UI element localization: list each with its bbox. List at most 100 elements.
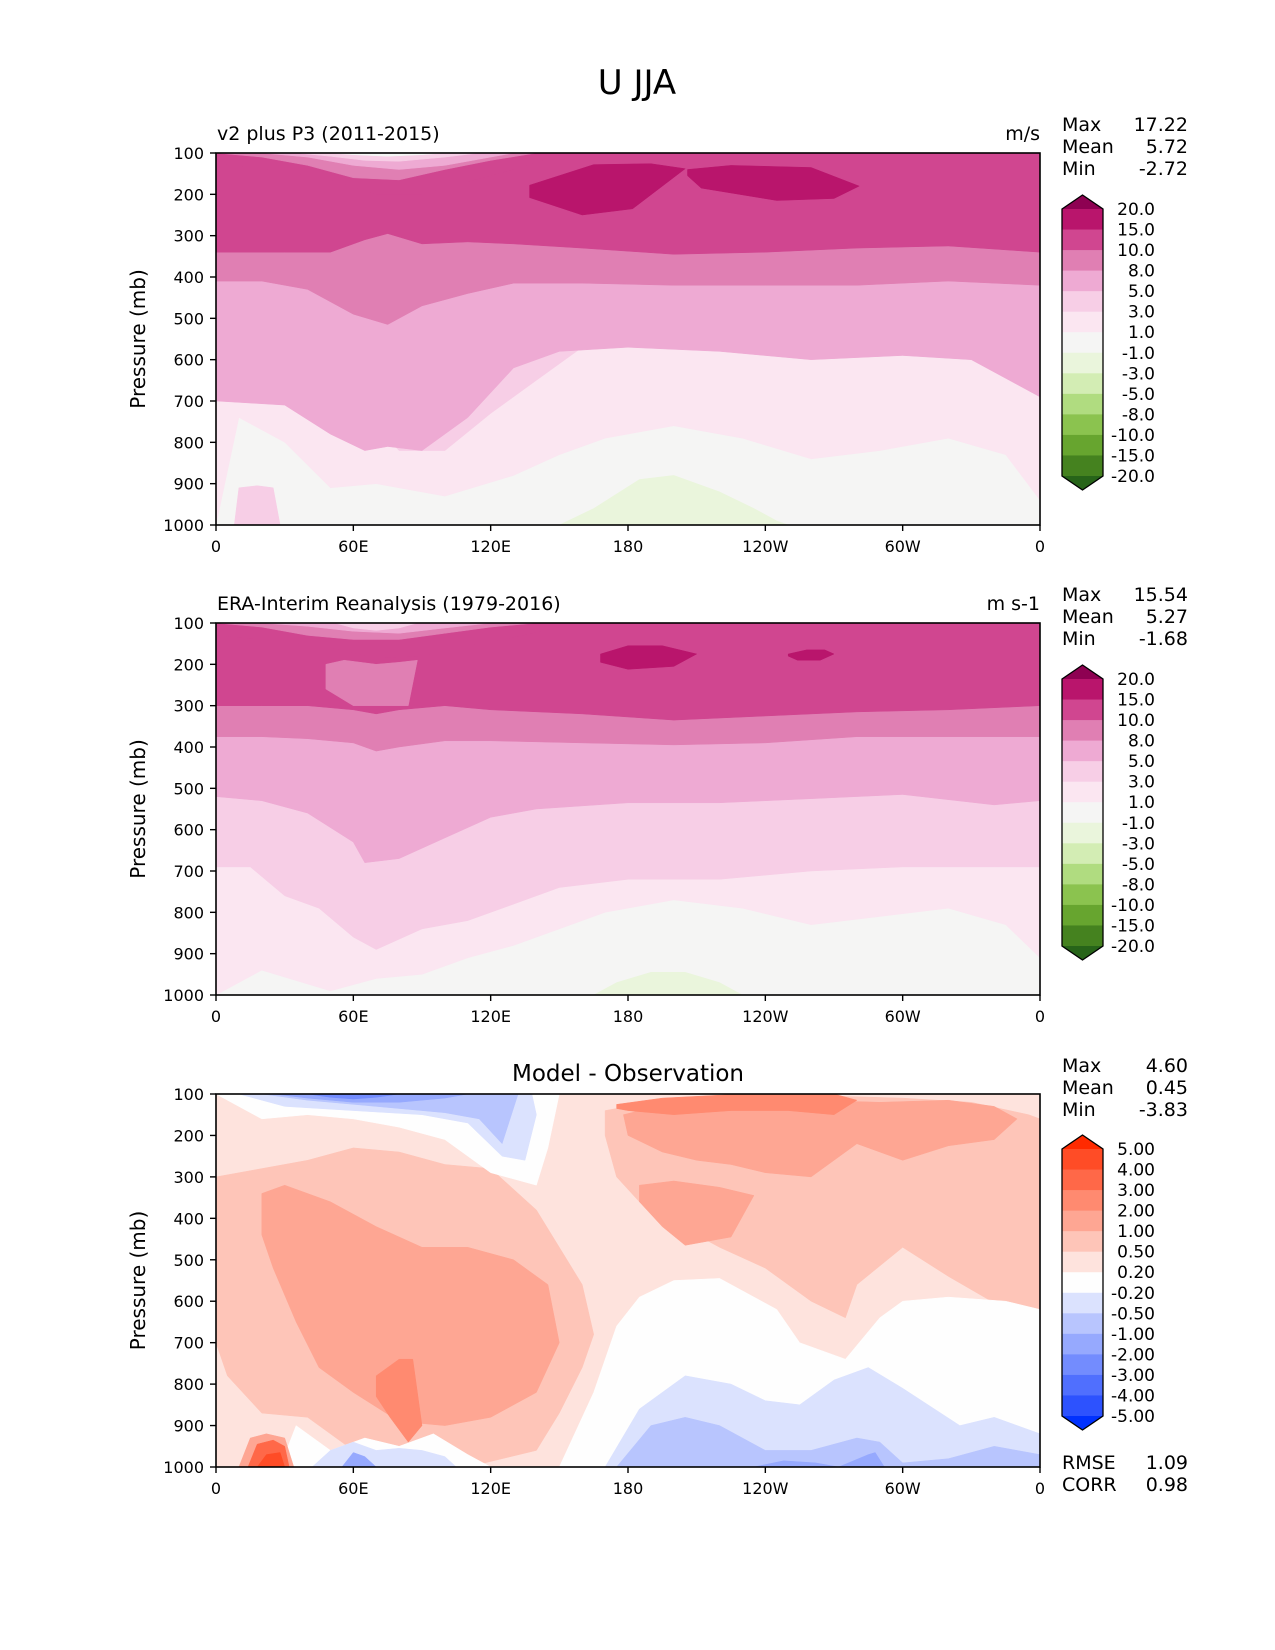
- colorbar-segment: [1062, 250, 1103, 272]
- x-tick-label: 120E: [470, 1479, 511, 1498]
- colorbar-tick-label: -8.0: [1122, 875, 1155, 895]
- y-tick-label: 400: [173, 268, 204, 287]
- stat-label-rmse: RMSE: [1062, 1452, 1116, 1474]
- stat-label-mean: Mean: [1062, 136, 1114, 158]
- colorbar-tick-label: -5.0: [1122, 855, 1155, 875]
- colorbar-segment: [1062, 1190, 1103, 1212]
- y-tick-label: 800: [173, 433, 204, 452]
- colorbar-segment: [1062, 720, 1103, 742]
- y-tick-label: 1000: [163, 1458, 204, 1477]
- colorbar-segment: [1062, 740, 1103, 762]
- contour-plot: [216, 153, 1040, 525]
- panel-1: 100 200 300 400 500 600 700 800 900 1000 0 60E 120E 1…: [126, 114, 1188, 556]
- x-tick-label: 60W: [885, 537, 921, 556]
- x-tick-label: 180: [613, 537, 644, 556]
- colorbar-segment: [1062, 1210, 1103, 1232]
- stat-label-max: Max: [1062, 584, 1101, 606]
- colorbar-tick-label: 10.0: [1117, 711, 1155, 731]
- colorbar-segment: [1062, 455, 1103, 477]
- colorbar-tick-label: -20.0: [1111, 467, 1155, 487]
- x-tick-label: 120W: [742, 537, 789, 556]
- y-tick-label: 700: [173, 392, 204, 411]
- colorbar-segment: [1062, 1149, 1103, 1171]
- y-tick-label: 700: [173, 862, 204, 881]
- contour-band: [600, 645, 835, 670]
- contour-band: [261, 1094, 519, 1145]
- y-axis-label: Pressure (mb): [126, 1211, 150, 1351]
- colorbar-segment: [1062, 699, 1103, 721]
- stat-value-rmse: 1.09: [1146, 1452, 1188, 1474]
- colorbar-tick-label: -1.0: [1122, 344, 1155, 364]
- y-axis-label: Pressure (mb): [126, 269, 150, 409]
- colorbar-segment: [1062, 1395, 1103, 1417]
- y-tick-label: 900: [173, 475, 204, 494]
- y-tick-label: 800: [173, 1375, 204, 1394]
- colorbar-tick-label: -1.00: [1111, 1325, 1155, 1345]
- y-tick-label: 900: [173, 1417, 204, 1436]
- colorbar-segment: [1062, 1251, 1103, 1273]
- y-tick-label: 200: [173, 655, 204, 674]
- colorbar-extend-top-fill: [1062, 1135, 1103, 1149]
- colorbar-tick-label: -15.0: [1111, 916, 1155, 936]
- x-tick-label: 0: [1035, 537, 1045, 556]
- colorbar-segment: [1062, 761, 1103, 783]
- colorbar-tick-label: 3.00: [1117, 1181, 1155, 1201]
- contour-band: [639, 1180, 755, 1246]
- colorbar-segment: [1062, 1313, 1103, 1335]
- figure-title: U JJA: [598, 63, 676, 103]
- colorbar-tick-label: 1.0: [1128, 323, 1155, 343]
- colorbar-tick-label: -3.0: [1122, 834, 1155, 854]
- colorbar-extend-bottom: [1062, 1416, 1103, 1430]
- colorbar-segment: [1062, 802, 1103, 824]
- stat-value-mean: 0.45: [1146, 1077, 1188, 1099]
- contour-band: [753, 1452, 885, 1467]
- colorbar-segment: [1062, 925, 1103, 947]
- colorbar-tick-label: 0.20: [1117, 1263, 1155, 1283]
- colorbar-tick-label: 20.0: [1117, 200, 1155, 220]
- colorbar-tick-label: 1.00: [1117, 1222, 1155, 1242]
- colorbar-segment: [1062, 393, 1103, 415]
- contour-band: [375, 1358, 423, 1443]
- x-tick-label: 120W: [742, 1007, 789, 1026]
- colorbar-tick-label: -5.00: [1111, 1407, 1155, 1427]
- colorbar-segment: [1062, 1231, 1103, 1253]
- contour-band: [559, 475, 789, 525]
- x-tick-label: 120E: [470, 537, 511, 556]
- colorbar-extend-top-fill: [1062, 665, 1103, 679]
- stat-label-max: Max: [1062, 114, 1101, 136]
- colorbar-segment: [1062, 209, 1103, 231]
- y-tick-label: 200: [173, 185, 204, 204]
- colorbar-segment: [1062, 1292, 1103, 1314]
- y-tick-label: 100: [173, 144, 204, 163]
- colorbar-segment: [1062, 229, 1103, 251]
- x-tick-label: 0: [211, 1007, 221, 1026]
- colorbar-tick-label: 15.0: [1117, 221, 1155, 241]
- colorbar-extend-top-fill: [1062, 195, 1103, 209]
- colorbar-segment: [1062, 332, 1103, 354]
- panel-3: 100 200 300 400 500 600 700 800 900 1000 0 60E 120E 1…: [126, 1055, 1188, 1498]
- colorbar-segment: [1062, 904, 1103, 926]
- x-tick-label: 0: [211, 1479, 221, 1498]
- stat-label-mean: Mean: [1062, 606, 1114, 628]
- y-tick-label: 500: [173, 1251, 204, 1270]
- colorbar-tick-label: -2.00: [1111, 1345, 1155, 1365]
- stat-label-mean: Mean: [1062, 1077, 1114, 1099]
- x-tick-label: 0: [1035, 1007, 1045, 1026]
- y-tick-label: 400: [173, 738, 204, 757]
- colorbar-tick-label: 8.0: [1128, 262, 1155, 282]
- y-tick-label: 500: [173, 309, 204, 328]
- y-tick-label: 400: [173, 1209, 204, 1228]
- panel-title: Model - Observation: [512, 1061, 744, 1087]
- x-tick-label: 180: [613, 1007, 644, 1026]
- colorbar-segment: [1062, 352, 1103, 374]
- contour-band: [593, 972, 743, 995]
- y-tick-label: 300: [173, 1168, 204, 1187]
- stat-label-min: Min: [1062, 628, 1096, 650]
- x-tick-label: 180: [613, 1479, 644, 1498]
- y-tick-label: 600: [173, 821, 204, 840]
- stat-value-corr: 0.98: [1146, 1474, 1188, 1496]
- stat-value-max: 17.22: [1134, 114, 1188, 136]
- colorbar-segment: [1062, 1374, 1103, 1396]
- colorbar-tick-label: -10.0: [1111, 896, 1155, 916]
